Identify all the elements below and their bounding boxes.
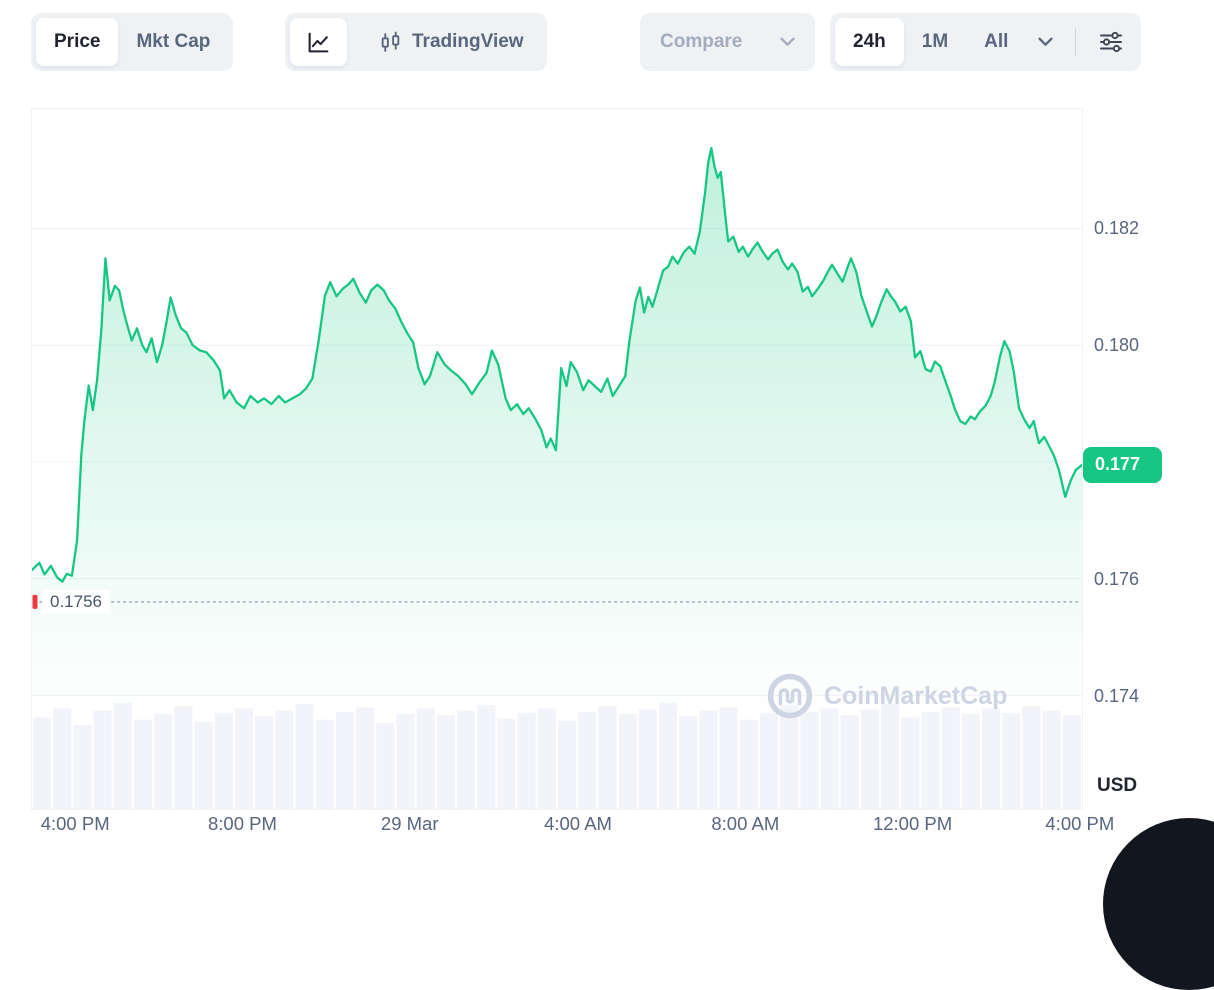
compare-label: Compare: [660, 31, 743, 52]
tradingview-toggle-label: TradingView: [412, 31, 524, 52]
chevron-down-icon: [1038, 37, 1054, 47]
mktcap-toggle-label: Mkt Cap: [136, 31, 211, 52]
x-tick-label: 12:00 PM: [872, 813, 953, 834]
price-area-fill: [32, 148, 1082, 809]
volume-bars: [32, 702, 1082, 809]
range-24h-button[interactable]: 24h: [835, 18, 904, 66]
compare-button[interactable]: Compare: [640, 13, 815, 71]
mktcap-toggle-button[interactable]: Mkt Cap: [118, 18, 228, 66]
tradingview-toggle-button[interactable]: TradingView: [361, 18, 542, 66]
price-chart-svg: [32, 146, 1082, 809]
y-tick-label: 0.176: [1094, 568, 1140, 589]
x-tick-label: 4:00 PM: [40, 813, 110, 834]
range-24h-label: 24h: [853, 31, 886, 52]
y-tick-label: 0.180: [1094, 334, 1140, 355]
price-toggle-label: Price: [54, 31, 101, 52]
toolbar-divider: [1075, 28, 1077, 56]
low-price-marker-icon: [32, 594, 38, 609]
x-tick-label: 29 Mar: [380, 813, 439, 834]
x-tick-label: 8:00 AM: [711, 813, 780, 834]
current-price-badge: 0.177: [1083, 446, 1162, 483]
metric-toggle-group: Price Mkt Cap: [31, 13, 234, 71]
currency-unit-label: USD: [1097, 775, 1138, 796]
x-tick-label: 4:00 PM: [1045, 813, 1115, 834]
range-1m-label: 1M: [921, 31, 949, 52]
price-line: [32, 146, 1082, 583]
range-more-button[interactable]: [1026, 18, 1065, 66]
price-toggle-button[interactable]: Price: [36, 18, 119, 66]
line-chart-icon: [306, 30, 331, 55]
y-tick-label: 0.182: [1094, 217, 1140, 238]
range-all-label: All: [984, 31, 1009, 52]
chevron-down-icon: [780, 37, 795, 47]
candlestick-icon: [379, 31, 402, 54]
chart-settings-button[interactable]: [1086, 18, 1136, 66]
x-tick-label: 8:00 PM: [207, 813, 277, 834]
range-1m-button[interactable]: 1M: [904, 18, 966, 66]
chart-style-toggle-group: TradingView: [285, 13, 547, 71]
sliders-icon: [1098, 29, 1124, 55]
x-axis: 4:00 PM 8:00 PM 29 Mar 4:00 AM 8:00 AM 12:00 …: [0, 813, 1214, 843]
time-range-group: 24h 1M All: [830, 13, 1142, 71]
low-price-label: 0.1756: [42, 590, 110, 615]
price-chart-area[interactable]: CoinMarketCap: [31, 108, 1083, 810]
chat-widget-button[interactable]: [1103, 818, 1214, 990]
range-all-button[interactable]: All: [966, 18, 1026, 66]
y-tick-label: 0.174: [1094, 685, 1140, 706]
line-chart-toggle-button[interactable]: [290, 18, 347, 66]
x-tick-label: 4:00 AM: [544, 813, 612, 834]
